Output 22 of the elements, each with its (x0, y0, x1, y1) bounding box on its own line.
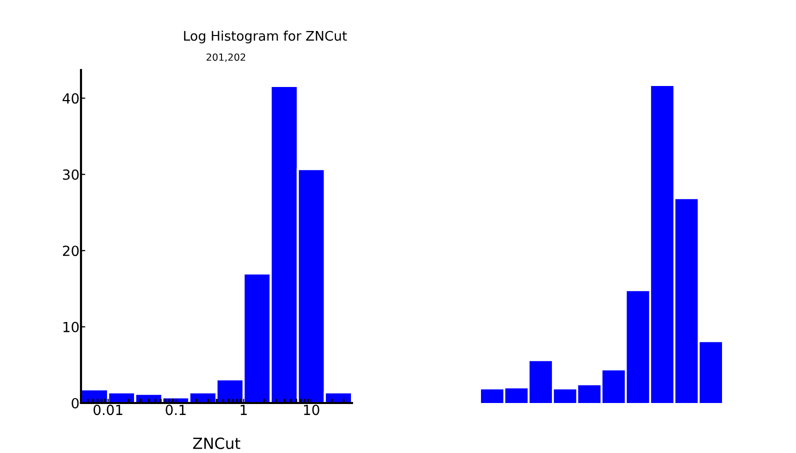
x-tick-label: 1 (240, 404, 247, 415)
y-tick-label: 0 (72, 398, 79, 408)
bar (505, 388, 528, 403)
bar (651, 86, 674, 403)
bar (554, 389, 576, 403)
x-tick-label: 0.1 (166, 404, 186, 416)
bar (578, 385, 601, 403)
chart-subtitle: 201,202 (206, 53, 246, 62)
chart-title: Log Histogram for ZNCut (184, 30, 347, 44)
bar (602, 370, 625, 403)
bar (626, 291, 650, 403)
y-tick-label: 20 (62, 246, 79, 256)
x-tick-label: 10 (304, 404, 320, 416)
bar (700, 342, 722, 403)
y-tick-label: 40 (62, 93, 79, 104)
bar (480, 389, 504, 403)
x-axis-title: ZNCut (193, 438, 240, 450)
x-tick-label: 0.01 (94, 404, 122, 416)
y-tick-label: 30 (62, 169, 79, 180)
bar (675, 199, 698, 403)
y-tick-label: 10 (63, 322, 79, 332)
bar (530, 361, 552, 403)
